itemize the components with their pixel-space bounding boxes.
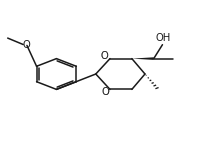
Text: OH: OH [156, 33, 171, 43]
Text: O: O [101, 51, 108, 61]
Text: O: O [101, 87, 109, 97]
Text: O: O [100, 51, 109, 61]
Polygon shape [132, 57, 154, 60]
Text: O: O [101, 51, 108, 61]
Text: O: O [101, 87, 109, 97]
Text: O: O [22, 40, 30, 50]
Text: O: O [101, 87, 109, 97]
